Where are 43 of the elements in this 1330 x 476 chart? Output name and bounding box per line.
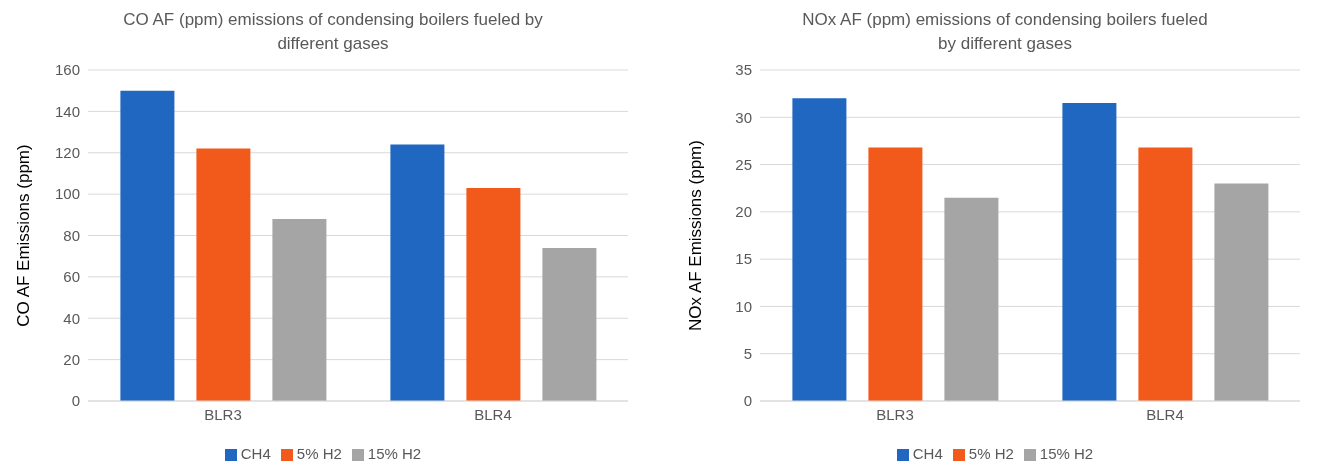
y-axis-title: NOx AF Emissions (ppm) xyxy=(686,140,706,331)
y-tick-label: 0 xyxy=(71,392,80,410)
x-tick-label: BLR4 xyxy=(474,405,512,423)
bar xyxy=(272,218,327,401)
y-tick-label: 0 xyxy=(743,392,752,410)
legend-label: 5% H2 xyxy=(968,445,1014,462)
bar xyxy=(196,148,251,401)
y-tick-label: 80 xyxy=(63,226,80,244)
y-tick-label: 120 xyxy=(54,144,80,162)
bar xyxy=(390,144,445,401)
x-tick-label: BLR3 xyxy=(204,405,242,423)
x-tick-label: BLR3 xyxy=(876,405,914,423)
legend-label: 15% H2 xyxy=(1039,445,1094,462)
y-tick-label: 100 xyxy=(54,185,80,203)
bar xyxy=(466,187,521,401)
y-tick-label: 20 xyxy=(63,350,80,368)
y-tick-label: 140 xyxy=(54,102,80,120)
bar xyxy=(120,90,175,401)
y-tick-label: 35 xyxy=(735,61,752,79)
y-tick-label: 60 xyxy=(63,268,80,286)
bar xyxy=(944,197,999,401)
legend-label: CH4 xyxy=(912,445,943,462)
y-tick-label: 160 xyxy=(54,61,80,79)
bar xyxy=(542,247,597,401)
y-axis-title: CO AF Emissions (ppm) xyxy=(14,144,34,327)
bar xyxy=(1214,183,1269,401)
y-tick-label: 40 xyxy=(63,309,80,327)
x-tick-label: BLR4 xyxy=(1146,405,1184,423)
y-tick-label: 25 xyxy=(735,155,752,173)
legend-label: CH4 xyxy=(240,445,271,462)
legend-label: 15% H2 xyxy=(367,445,422,462)
bar xyxy=(1062,103,1117,401)
y-tick-label: 20 xyxy=(735,203,752,221)
bar xyxy=(1138,147,1193,401)
chart-title: CO AF (ppm) emissions of condensing boilers fueled by different gases xyxy=(123,9,543,55)
chart-title: NOx AF (ppm) emissions of condensing boilers fueled by different gases xyxy=(801,9,1209,55)
y-tick-label: 10 xyxy=(735,297,752,315)
y-tick-label: 15 xyxy=(735,250,752,268)
legend-label: 5% H2 xyxy=(296,445,342,462)
y-tick-label: 5 xyxy=(743,345,752,363)
bar xyxy=(792,98,847,401)
bar xyxy=(868,147,923,401)
y-tick-label: 30 xyxy=(735,108,752,126)
